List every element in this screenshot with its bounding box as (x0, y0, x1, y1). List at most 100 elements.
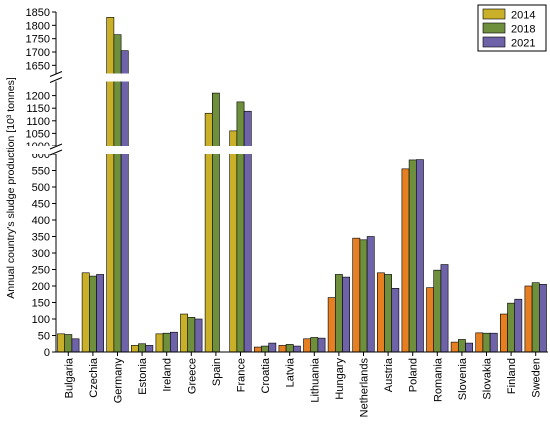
axis-break-gap-2 (0, 73, 548, 82)
bar-finland-2021 (514, 298, 523, 353)
axis-break-mark-2a (49, 71, 63, 77)
bar-germany-2014 (106, 17, 115, 353)
axis-break-mark-2b (49, 77, 63, 83)
category-label-austria: Austria (383, 357, 395, 392)
legend-label-2021: 2021 (511, 38, 535, 50)
bar-romania-2018 (433, 269, 442, 353)
bar-lithuania-2018 (310, 337, 319, 353)
y-tick-label-1800: 1800 (26, 20, 50, 32)
bar-germany-2021 (120, 50, 129, 353)
y-axis-title: Annual country's sludge production [10³ … (5, 77, 17, 299)
y-tick-label-300: 300 (32, 248, 50, 260)
bar-sweden-2021 (538, 284, 547, 353)
bar-romania-2021 (440, 264, 449, 353)
y-tick-label-1100: 1100 (26, 116, 50, 128)
category-label-germany: Germany (113, 358, 125, 404)
bar-germany-2018 (113, 34, 122, 353)
legend-label-2014: 2014 (511, 10, 535, 22)
y-tick-label-550: 550 (32, 166, 50, 178)
bar-greece-2021 (194, 318, 203, 353)
bar-croatia-2018 (261, 345, 269, 353)
bar-hungary-2014 (327, 297, 336, 353)
category-label-latvia: Latvia (285, 357, 297, 387)
plot-area (57, 17, 547, 353)
y-tick-label-1150: 1150 (26, 103, 50, 115)
category-label-lithuania: Lithuania (309, 357, 321, 403)
bar-estonia-2014 (131, 345, 139, 353)
y-tick-label-200: 200 (32, 281, 50, 293)
category-label-spain: Spain (211, 358, 223, 386)
bar-slovenia-2014 (450, 341, 459, 353)
axis-break-mark-1b (49, 149, 63, 156)
bar-finland-2014 (499, 313, 508, 353)
bar-bulgaria-2018 (64, 334, 73, 353)
bar-poland-2021 (415, 159, 424, 353)
category-label-poland: Poland (408, 358, 420, 392)
bar-slovenia-2018 (457, 339, 466, 353)
y-tick-label-350: 350 (32, 232, 50, 244)
y-tick-label-50: 50 (38, 331, 50, 343)
category-label-czechia: Czechia (88, 357, 100, 398)
bar-france-2014 (229, 130, 238, 353)
bar-croatia-2014 (254, 346, 262, 353)
bar-sweden-2014 (524, 285, 533, 353)
category-label-greece: Greece (186, 358, 198, 394)
legend-swatch-2014 (482, 8, 506, 20)
bar-austria-2021 (391, 288, 400, 353)
bar-lithuania-2021 (317, 337, 326, 353)
bar-ireland-2018 (162, 332, 171, 353)
y-tick-label-400: 400 (32, 215, 50, 227)
legend-swatch-2018 (482, 22, 506, 34)
bar-latvia-2014 (278, 345, 287, 353)
category-label-bulgaria: Bulgaria (63, 357, 75, 398)
y-tick-label-150: 150 (32, 298, 50, 310)
y-tick-label-1200: 1200 (26, 91, 50, 103)
bar-poland-2014 (401, 168, 410, 353)
y-tick-label-1750: 1750 (26, 34, 50, 46)
legend-swatch-2021 (482, 36, 506, 48)
bar-hungary-2018 (334, 274, 343, 353)
category-label-france: France (236, 358, 248, 392)
bar-finland-2018 (507, 302, 515, 353)
category-label-slovenia: Slovenia (457, 357, 469, 400)
bar-czechia-2014 (81, 272, 90, 353)
bar-estonia-2018 (138, 343, 146, 353)
legend-label-2018: 2018 (511, 24, 535, 36)
bar-slovakia-2021 (489, 332, 498, 353)
bar-poland-2018 (408, 159, 417, 353)
category-label-romania: Romania (432, 357, 444, 402)
bar-estonia-2021 (145, 345, 154, 353)
y-tick-label-1850: 1850 (26, 7, 50, 19)
x-axis: Bulgaria Czechia Germany Estonia Ireland Gree… (56, 351, 548, 417)
bar-greece-2014 (180, 313, 188, 353)
bar-spain-2018 (212, 92, 220, 353)
bar-slovakia-2018 (482, 332, 491, 353)
y-tick-label-1050: 1050 (26, 128, 50, 140)
y-tick-label-0: 0 (44, 347, 50, 359)
category-label-finland: Finland (506, 358, 518, 394)
y-tick-label-250: 250 (32, 265, 50, 277)
y-tick-label-450: 450 (32, 199, 50, 211)
y-tick-label-1650: 1650 (26, 60, 50, 72)
y-tick-label-1700: 1700 (26, 47, 50, 59)
bar-czechia-2021 (96, 274, 104, 353)
y-axis: 0501001502002503003504004505005506001000… (0, 7, 548, 359)
bar-hungary-2021 (342, 276, 350, 353)
axis-break-mark-1a (49, 143, 63, 150)
bar-greece-2018 (187, 317, 196, 353)
category-label-ireland: Ireland (162, 358, 174, 392)
legend: 2014 2018 2021 (477, 4, 547, 52)
category-label-slovakia: Slovakia (482, 357, 494, 399)
category-label-hungary: Hungary (334, 358, 346, 400)
bar-lithuania-2014 (303, 338, 311, 353)
bar-austria-2018 (384, 274, 392, 353)
bar-netherlands-2021 (366, 236, 375, 353)
bar-ireland-2014 (155, 333, 164, 353)
bar-austria-2014 (376, 272, 385, 353)
bar-netherlands-2014 (352, 237, 361, 353)
bar-ireland-2021 (170, 331, 178, 353)
bar-bulgaria-2021 (71, 338, 80, 353)
axis-break-gap-1 (0, 146, 548, 154)
bar-croatia-2021 (268, 342, 277, 353)
